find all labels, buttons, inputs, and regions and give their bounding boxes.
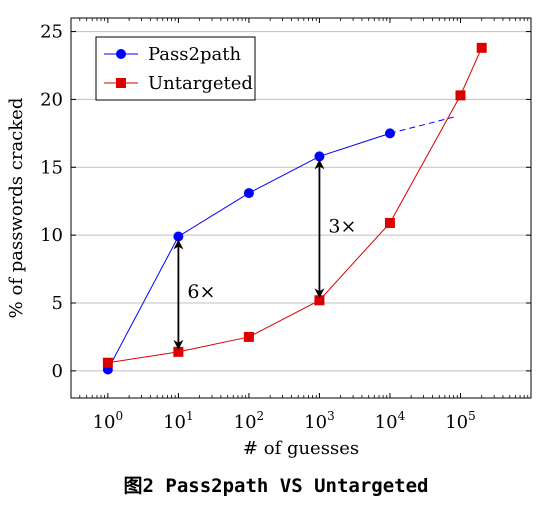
data-point [173,231,184,242]
x-tick-label: 102 [234,409,265,433]
y-tick-label: 15 [40,157,63,178]
data-point [243,188,254,199]
y-tick-label: 20 [40,89,63,110]
series [102,42,487,375]
legend-box [95,36,256,101]
legend-label: Pass2path [148,44,241,65]
legend-label: Untargeted [148,73,253,94]
data-point [455,90,466,101]
plot-frame [70,17,532,399]
data-point [314,151,325,162]
y-tick-label: 10 [40,225,63,246]
x-tick-label: 104 [375,409,406,433]
annotation-label: 6× [187,281,215,303]
y-axis-label: % of passwords cracked [6,98,27,319]
annotation-label: 3× [328,215,356,237]
axis-ticks: 0 5 10 15 20 25 100 101 102 103 104 105 [40,18,531,433]
data-point [314,295,325,306]
x-axis-label: # of guesses [243,438,359,459]
x-tick-label: 100 [93,409,124,433]
y-tick-label: 5 [52,293,63,314]
data-point [384,128,395,139]
figure-caption: 图2 Pass2path VS Untargeted [123,475,429,497]
series-extension-dashed [389,116,454,134]
legend-swatch-marker [116,49,126,59]
y-tick-label: 0 [52,361,63,382]
legend: Pass2path Untargeted [95,36,256,101]
data-point [476,42,487,53]
x-tick-label: 101 [163,409,194,433]
x-tick-label: 103 [304,409,335,433]
data-point [173,346,184,357]
y-tick-label: 25 [40,22,63,43]
data-point [243,331,254,342]
line-chart: 0 5 10 15 20 25 100 101 102 103 104 105 6× 3× Pass2p… [6,17,532,459]
x-tick-label: 105 [445,409,476,433]
data-point [384,217,395,228]
legend-swatch-marker [116,78,126,88]
annotations: 6× 3× [173,159,356,350]
data-point [102,357,113,368]
